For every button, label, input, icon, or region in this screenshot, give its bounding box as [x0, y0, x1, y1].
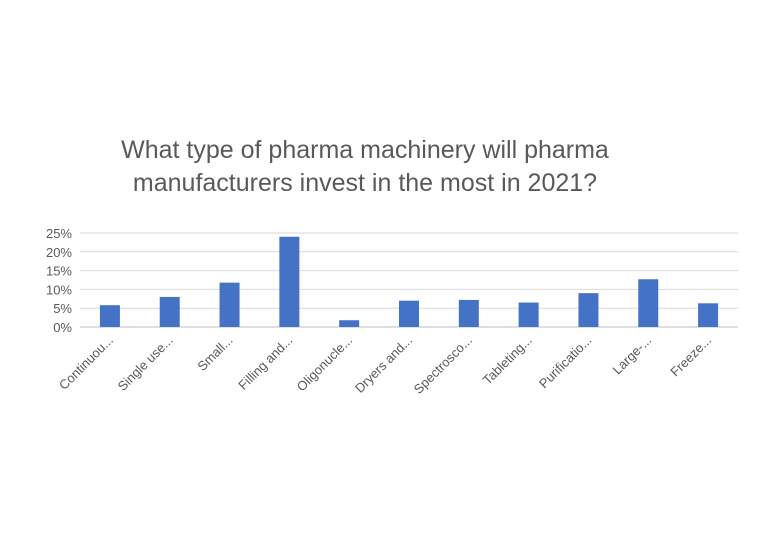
y-tick-label: 0% [53, 320, 72, 335]
x-tick-label: Large-... [610, 333, 655, 378]
chart-title: What type of pharma machinery will pharm… [0, 134, 730, 200]
bar [399, 300, 419, 327]
y-tick-label: 10% [46, 282, 72, 297]
x-tick-label: Tableting... [480, 333, 535, 388]
x-tick-label: Filling and... [235, 333, 295, 393]
bar [518, 302, 539, 327]
bar [279, 236, 300, 327]
x-tick-label: Small... [194, 333, 235, 374]
y-tick-label: 20% [46, 245, 72, 260]
bar [99, 305, 120, 327]
y-tick-label: 15% [46, 264, 72, 279]
y-tick-label: 5% [53, 301, 72, 316]
x-tick-label: Freeze... [667, 333, 714, 380]
x-tick-label: Oligonucle... [294, 333, 356, 395]
y-tick-label: 25% [46, 226, 72, 241]
x-tick-label: Continuou... [56, 333, 116, 393]
bar [219, 282, 240, 327]
bars [99, 236, 719, 327]
x-tick-label: Purificatio... [536, 333, 595, 392]
y-axis-ticks: 0% 5% 10% 15% 20% 25% [46, 226, 72, 335]
x-tick-label: Spectrosco... [411, 333, 475, 397]
bar [339, 320, 360, 327]
bar [638, 279, 659, 327]
bar [159, 296, 180, 327]
x-tick-label: Dryers and... [352, 333, 415, 396]
x-axis-ticks: Continuou...Single use... Small... Filling… [56, 333, 714, 397]
x-tick-label: Single use... [115, 333, 176, 394]
chart-title-line-2: manufacturers invest in the most in 2021… [132, 169, 598, 197]
bar [698, 303, 719, 327]
bar [578, 293, 599, 327]
bar [458, 299, 479, 327]
chart-title-line-1: What type of pharma machinery will pharm… [121, 136, 609, 164]
